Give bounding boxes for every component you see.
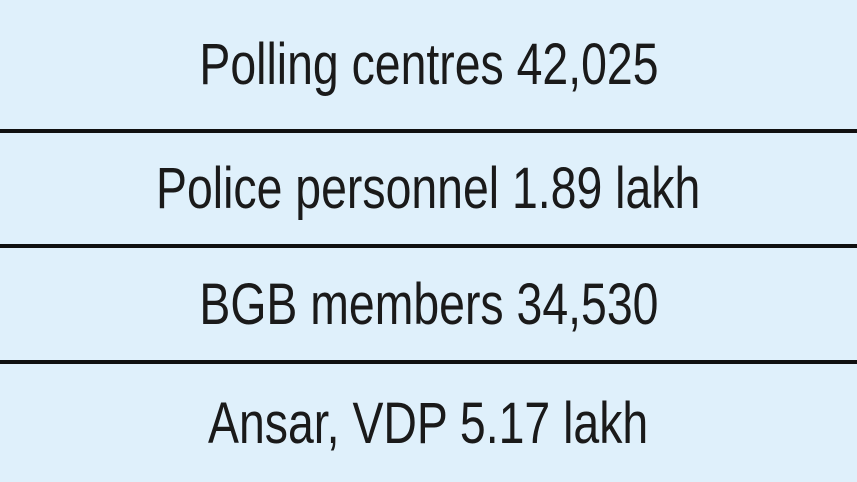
table-row: BGB members 34,530 [0,248,857,360]
row-text-police-personnel: Police personnel 1.89 lakh [156,156,701,221]
table-row: Polling centres 42,025 [0,0,857,129]
table-row: Police personnel 1.89 lakh [0,133,857,244]
row-divider [0,360,857,364]
row-text-bgb-members: BGB members 34,530 [198,271,659,337]
row-text-ansar-vdp: Ansar, VDP 5.17 lakh [208,390,649,456]
table-row: Ansar, VDP 5.17 lakh [0,364,857,482]
row-text-polling-centres: Polling centres 42,025 [198,32,659,97]
row-divider [0,129,857,133]
row-divider [0,244,857,248]
